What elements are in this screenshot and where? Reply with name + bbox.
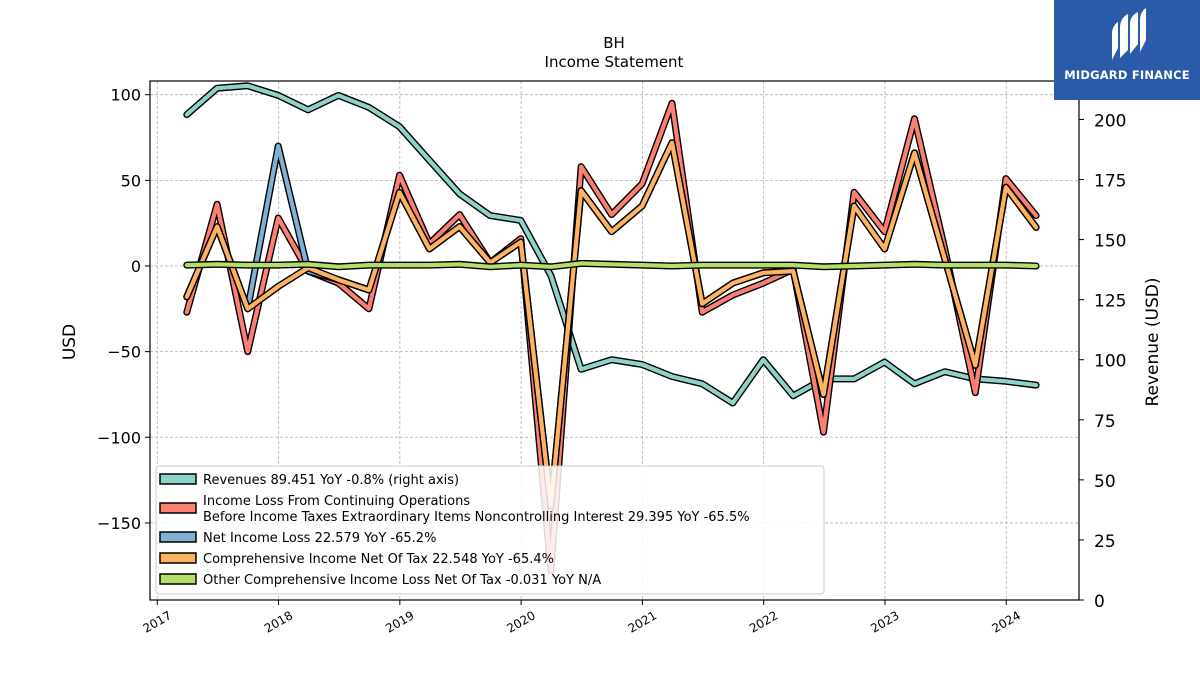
legend-entry: Net Income Loss 22.579 YoY -65.2% [203,531,436,546]
y-tick-label: −150 [97,514,141,533]
series-line [184,140,1039,508]
series-2 [183,139,1040,510]
legend-entry: Before Income Taxes Extraordinary Items … [203,510,750,525]
series-0 [183,82,1040,407]
legend-entry: Revenues 89.451 YoY -0.8% (right axis) [203,473,459,488]
chart-title: BH [603,34,625,52]
brand-logo: MIDGARD FINANCE [1054,0,1200,100]
y-right-tick-label: 125 [1094,292,1126,312]
x-tick-label: 2024 [990,608,1023,635]
x-tick-label: 2022 [747,608,780,635]
y-tick-label: 0 [131,257,141,276]
y-right-tick-label: 200 [1094,111,1126,131]
x-tick-label: 2023 [868,608,901,635]
legend-swatch [159,473,197,485]
y-right-tick-label: 100 [1094,352,1126,372]
x-tick-label: 2019 [383,608,416,635]
y-right-tick-label: 50 [1094,472,1116,492]
y-tick-label: −50 [107,343,141,362]
x-tick-label: 2020 [504,608,537,635]
y-tick-label: 100 [110,86,141,105]
y-tick-label: 50 [121,171,141,190]
series-4 [183,259,1040,271]
legend-entry: Income Loss From Continuing Operations [203,494,470,509]
series-3 [183,139,1040,510]
legend-swatch [159,531,197,543]
chart-subtitle: Income Statement [545,53,684,71]
series-line-outline [183,139,1040,510]
legend-entry: Other Comprehensive Income Loss Net Of T… [203,573,601,588]
y-right-tick-label: 0 [1094,592,1105,612]
logo-mark-icon [1112,8,1146,60]
y-right-tick-label: 175 [1094,172,1126,192]
legend: Revenues 89.451 YoY -0.8% (right axis) In… [155,465,825,595]
logo-text: MIDGARD FINANCE [1064,68,1190,82]
x-tick-label: 2021 [626,608,659,635]
y-right-tick-label: 25 [1094,532,1116,552]
y-axis-right-label: Revenue (USD) [1143,277,1163,406]
legend-swatch [159,552,197,564]
y-axis-label: USD [60,324,80,360]
y-tick-label: −100 [97,428,141,447]
series-line [184,261,1039,269]
series-layer [183,82,1040,575]
series-line [184,140,1039,508]
legend-swatch [159,502,197,514]
series-line-outline [183,139,1040,510]
legend-box [155,465,825,595]
series-line [184,83,1039,406]
plot-frame [149,80,1080,601]
x-tick-label: 2018 [262,608,295,635]
x-tick-label: 2017 [141,608,174,635]
legend-swatch [159,573,197,585]
y-right-tick-label: 150 [1094,232,1126,252]
legend-entry: Comprehensive Income Net Of Tax 22.548 Y… [203,552,554,567]
y-right-tick-label: 75 [1094,412,1116,432]
